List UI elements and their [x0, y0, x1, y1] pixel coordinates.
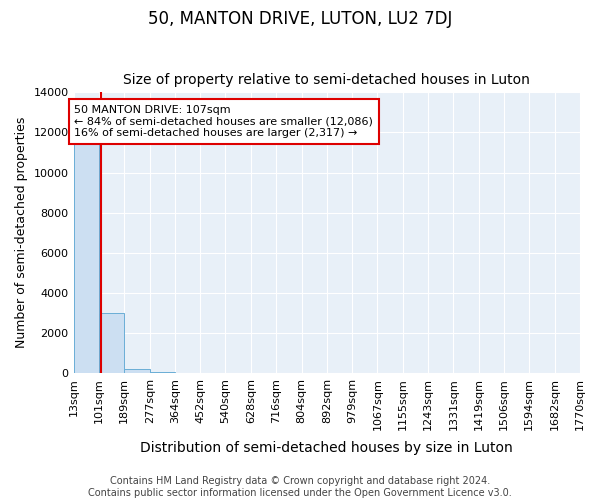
Bar	[99, 313, 124, 373]
Bar	[149, 372, 175, 373]
Bar	[124, 370, 149, 373]
X-axis label: Distribution of semi-detached houses by size in Luton: Distribution of semi-detached houses by …	[140, 441, 513, 455]
Bar	[74, 144, 99, 373]
Text: Contains HM Land Registry data © Crown copyright and database right 2024.
Contai: Contains HM Land Registry data © Crown c…	[88, 476, 512, 498]
Text: 50 MANTON DRIVE: 107sqm
← 84% of semi-detached houses are smaller (12,086)
16% o: 50 MANTON DRIVE: 107sqm ← 84% of semi-de…	[74, 105, 373, 138]
Title: Size of property relative to semi-detached houses in Luton: Size of property relative to semi-detach…	[124, 73, 530, 87]
Y-axis label: Number of semi-detached properties: Number of semi-detached properties	[15, 117, 28, 348]
Text: 50, MANTON DRIVE, LUTON, LU2 7DJ: 50, MANTON DRIVE, LUTON, LU2 7DJ	[148, 10, 452, 28]
